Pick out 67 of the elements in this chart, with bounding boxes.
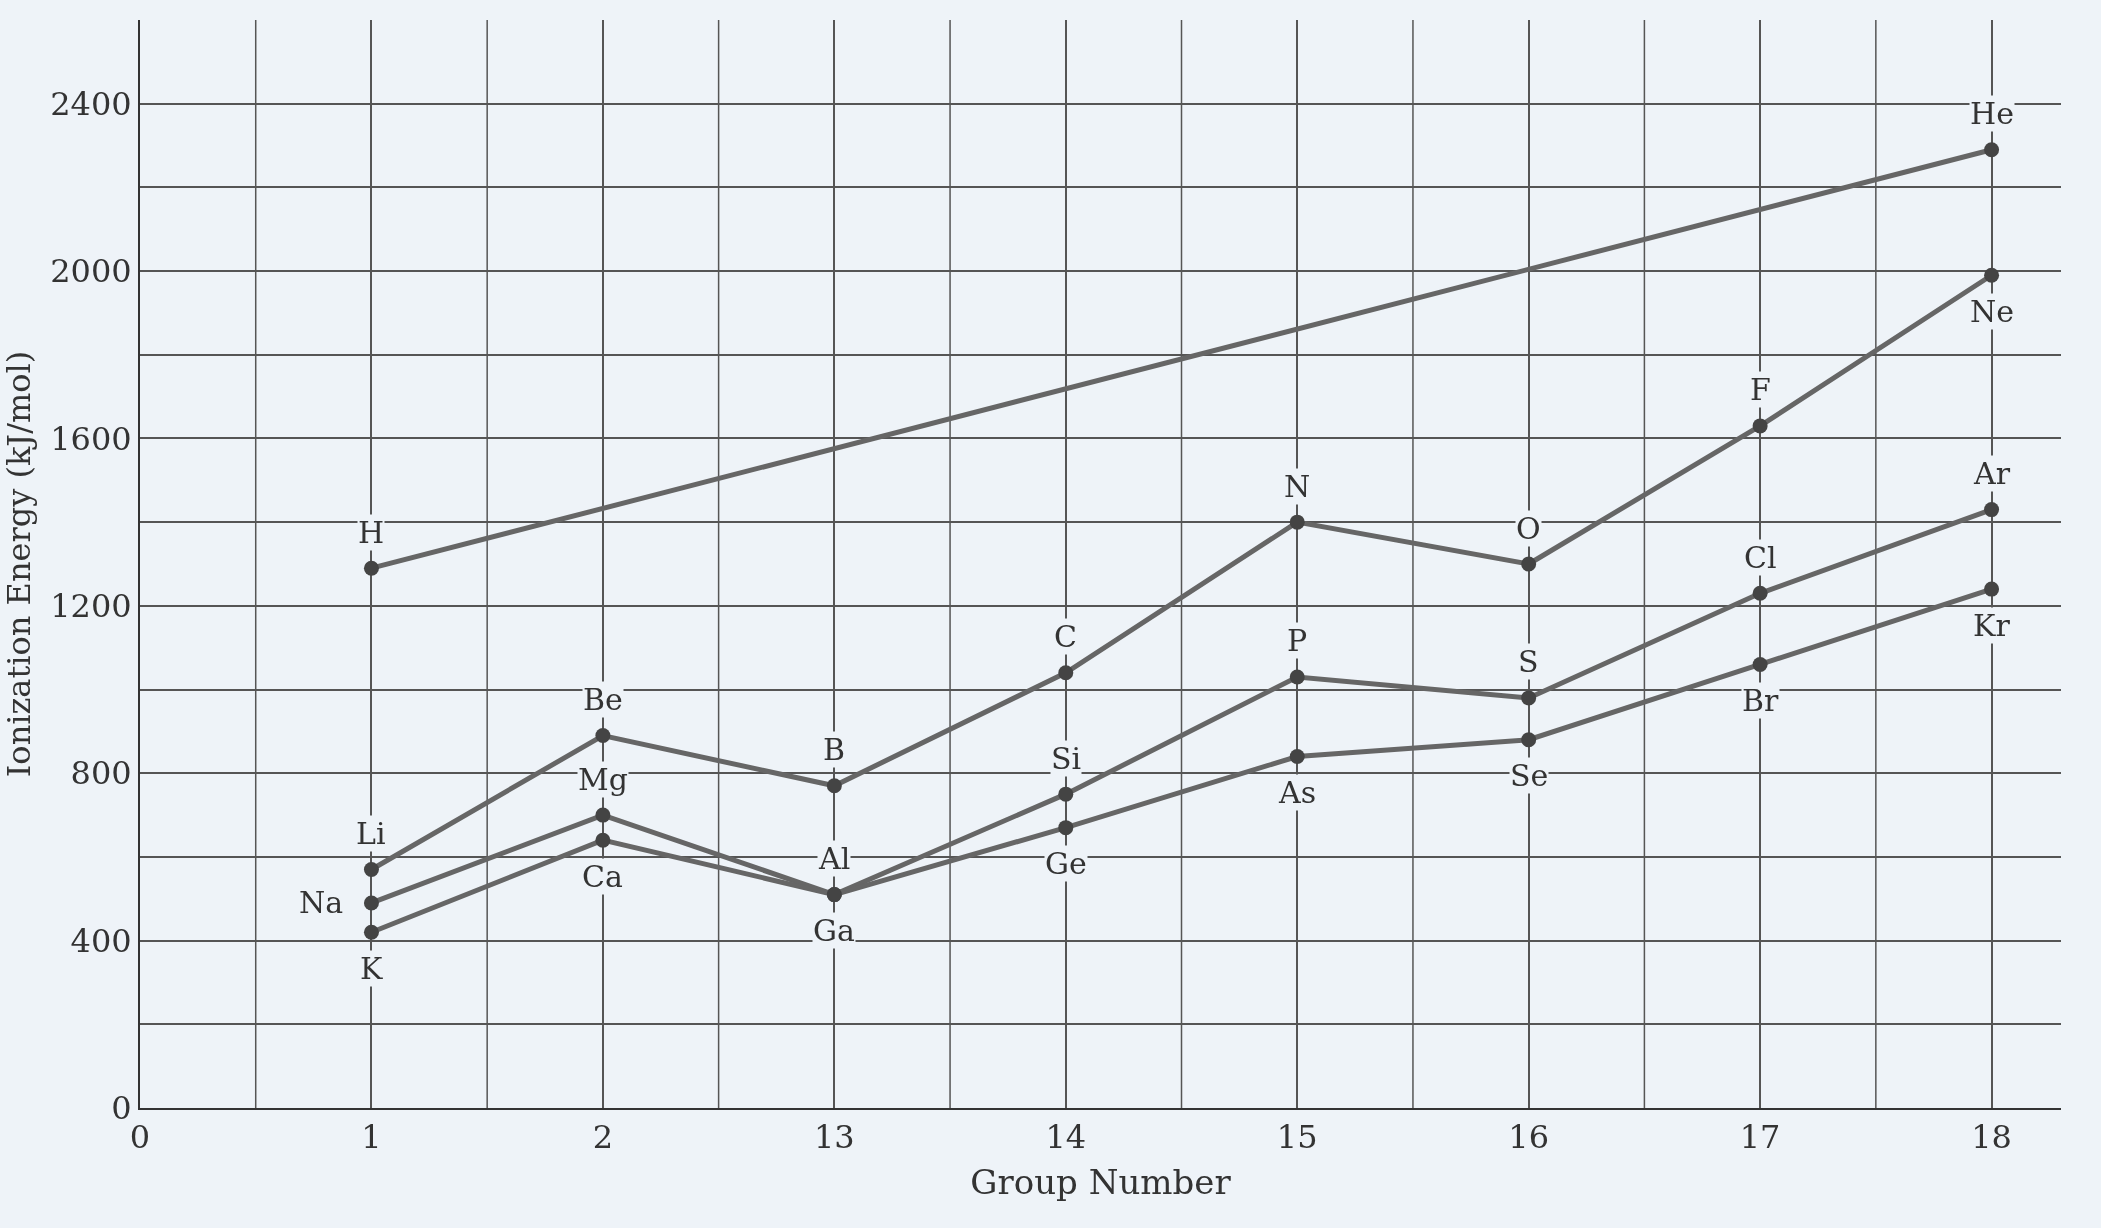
point bbox=[1289, 748, 1305, 764]
point bbox=[363, 924, 379, 940]
point bbox=[1058, 665, 1074, 681]
annotation: As bbox=[1278, 775, 1317, 810]
point bbox=[1752, 418, 1768, 434]
annotation: C bbox=[1054, 619, 1077, 654]
annotation: F bbox=[1750, 372, 1771, 407]
point bbox=[1984, 581, 2000, 597]
point bbox=[1984, 502, 2000, 518]
y-tick-label: 1600 bbox=[50, 419, 132, 458]
annotation: Cl bbox=[1744, 540, 1777, 575]
point bbox=[1984, 267, 2000, 283]
x-tick-label: 2 bbox=[592, 1118, 614, 1157]
x-tick-label: 14 bbox=[1045, 1118, 1087, 1157]
annotation: Br bbox=[1742, 683, 1780, 718]
point bbox=[1521, 732, 1537, 748]
x-tick-label: 1 bbox=[361, 1118, 382, 1157]
annotation: Ca bbox=[582, 859, 623, 894]
y-tick-label: 0 bbox=[111, 1089, 132, 1128]
y-axis-title: Ionization Energy (kJ/mol) bbox=[0, 350, 38, 778]
annotation: Ga bbox=[813, 913, 855, 948]
x-tick-label: 16 bbox=[1508, 1118, 1550, 1157]
annotation: S bbox=[1518, 644, 1539, 679]
point bbox=[363, 560, 379, 576]
point bbox=[595, 832, 611, 848]
annotation: Mg bbox=[578, 762, 628, 797]
annotation: K bbox=[360, 951, 383, 986]
point bbox=[1984, 142, 2000, 158]
annotation: Ge bbox=[1045, 846, 1087, 881]
y-tick-label: 1200 bbox=[50, 587, 132, 626]
point bbox=[363, 861, 379, 877]
x-tick-label: 18 bbox=[1971, 1118, 2012, 1157]
annotation: Se bbox=[1510, 758, 1549, 793]
y-tick-label: 800 bbox=[70, 754, 132, 793]
y-tick-label: 400 bbox=[70, 921, 132, 960]
annotation: P bbox=[1287, 623, 1308, 658]
point bbox=[1058, 820, 1074, 836]
x-tick-label: 13 bbox=[813, 1118, 855, 1157]
point bbox=[1521, 690, 1537, 706]
x-axis-title: Group Number bbox=[970, 1162, 1232, 1203]
annotation: Na bbox=[299, 885, 344, 920]
annotation: H bbox=[358, 515, 385, 550]
annotation: B bbox=[823, 732, 846, 767]
x-tick-label: 17 bbox=[1739, 1118, 1781, 1157]
annotation: Be bbox=[583, 682, 623, 717]
x-tick-label: 15 bbox=[1276, 1118, 1318, 1157]
point bbox=[595, 807, 611, 823]
point bbox=[1289, 514, 1305, 530]
point bbox=[1752, 656, 1768, 672]
annotation: Kr bbox=[1973, 608, 2011, 643]
annotation: Al bbox=[818, 841, 851, 876]
annotation: Li bbox=[356, 816, 386, 851]
point bbox=[595, 728, 611, 744]
annotation: He bbox=[1970, 96, 2014, 131]
point bbox=[826, 778, 842, 794]
y-tick-label: 2400 bbox=[50, 84, 132, 123]
annotation: N bbox=[1284, 469, 1311, 504]
point bbox=[1058, 786, 1074, 802]
point bbox=[1521, 556, 1537, 572]
annotation: Si bbox=[1051, 741, 1082, 776]
point bbox=[1752, 585, 1768, 601]
annotation: Ne bbox=[1970, 294, 2015, 329]
annotation: Ar bbox=[1973, 456, 2011, 491]
point bbox=[1289, 669, 1305, 685]
y-tick-label: 2000 bbox=[50, 252, 132, 291]
point bbox=[363, 895, 379, 911]
annotation: O bbox=[1516, 511, 1541, 546]
